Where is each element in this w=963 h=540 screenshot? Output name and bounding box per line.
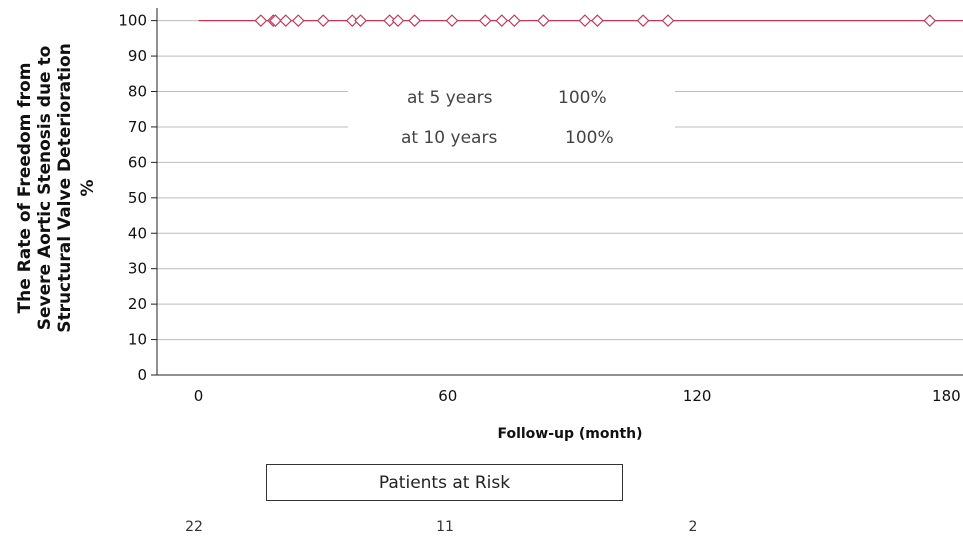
censor-mark-16 bbox=[578, 14, 592, 27]
y-axis-label: The Rate of Freedom from Severe Aortic S… bbox=[15, 43, 98, 333]
risk-count-120: 2 bbox=[688, 519, 698, 535]
annotation-background bbox=[348, 78, 675, 152]
y-tick-label-100: 100 bbox=[118, 12, 147, 30]
censor-mark-14 bbox=[507, 14, 521, 27]
censor-mark-2 bbox=[269, 14, 282, 27]
x-axis: 0 60 120 180 bbox=[157, 374, 963, 405]
censor-mark-5 bbox=[316, 14, 330, 27]
censor-mark-20 bbox=[923, 14, 937, 27]
censor-mark-4 bbox=[291, 14, 305, 27]
censor-mark-17 bbox=[591, 14, 604, 27]
x-axis-label: Follow-up (month) bbox=[497, 426, 642, 442]
x-tick-label-0: 0 bbox=[194, 387, 204, 405]
annotation-5yr-value: 100% bbox=[558, 88, 607, 108]
censor-mark-18 bbox=[636, 14, 650, 27]
annotation-10yr-value: 100% bbox=[565, 128, 614, 148]
y-axis: 0 10 20 30 40 50 60 70 80 90 100 bbox=[118, 8, 158, 384]
censor-mark-0 bbox=[254, 14, 268, 27]
y-axis-label-line-3: Structural Valve Deterioration bbox=[55, 43, 75, 333]
y-tick-label-60: 60 bbox=[128, 153, 147, 171]
annotation-5yr-label: at 5 years bbox=[407, 88, 493, 108]
censor-mark-7 bbox=[354, 14, 367, 27]
censor-mark-13 bbox=[495, 14, 509, 27]
y-gridlines bbox=[157, 20, 963, 341]
x-tick-label-60: 60 bbox=[438, 387, 457, 405]
y-axis-label-line-1: The Rate of Freedom from bbox=[15, 63, 35, 314]
patients-at-risk-header: Patients at Risk bbox=[266, 464, 623, 501]
survival-chart: 0 10 20 30 40 50 60 70 80 90 100 0 60 120 180 The Rat… bbox=[15, 8, 963, 442]
y-tick-label-20: 20 bbox=[128, 295, 147, 313]
x-tick-label-120: 120 bbox=[683, 387, 712, 405]
y-axis-label-line-2: Severe Aortic Stenosis due to bbox=[35, 46, 55, 331]
censor-mark-8 bbox=[383, 14, 397, 27]
y-tick-label-30: 30 bbox=[128, 260, 147, 278]
y-tick-label-80: 80 bbox=[128, 83, 147, 101]
y-tick-label-50: 50 bbox=[128, 189, 147, 207]
censor-mark-9 bbox=[391, 14, 405, 27]
risk-count-0: 22 bbox=[185, 519, 203, 535]
patients-at-risk-title: Patients at Risk bbox=[378, 472, 511, 493]
risk-count-60: 11 bbox=[436, 519, 454, 535]
y-tick-label-10: 10 bbox=[128, 331, 147, 349]
censor-mark-11 bbox=[445, 14, 459, 27]
y-tick-label-40: 40 bbox=[128, 224, 147, 242]
y-tick-label-90: 90 bbox=[128, 47, 147, 65]
y-tick-label-0: 0 bbox=[137, 366, 147, 384]
annotation-10yr-label: at 10 years bbox=[401, 128, 497, 148]
censor-mark-10 bbox=[408, 14, 421, 27]
x-tick-label-180: 180 bbox=[932, 387, 961, 405]
censor-mark-15 bbox=[537, 14, 550, 27]
censor-mark-12 bbox=[478, 14, 492, 27]
censor-marks bbox=[254, 14, 937, 27]
censor-mark-3 bbox=[279, 14, 293, 27]
y-tick-label-70: 70 bbox=[128, 118, 147, 136]
censor-mark-6 bbox=[345, 14, 359, 27]
annotation-box: at 5 years 100% at 10 years 100% bbox=[348, 78, 675, 152]
censor-mark-19 bbox=[661, 14, 675, 27]
y-axis-label-line-4: % bbox=[78, 179, 98, 196]
